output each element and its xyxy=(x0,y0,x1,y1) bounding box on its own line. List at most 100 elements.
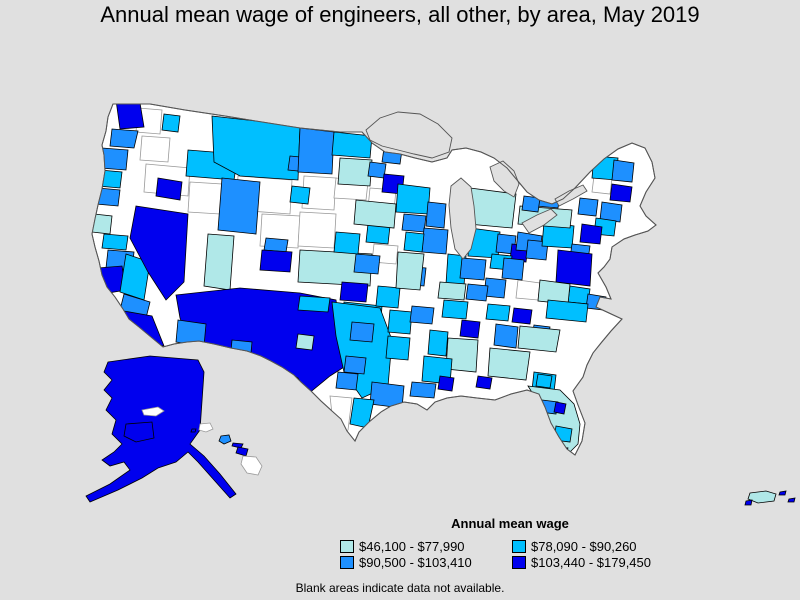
area-casper xyxy=(289,185,311,205)
footnote: Blank areas indicate data not available. xyxy=(295,581,505,595)
legend-item-1: $46,100 - $77,990 xyxy=(340,539,512,554)
area-georgia-s xyxy=(487,347,531,381)
area-louisville xyxy=(465,283,489,302)
area-memphis xyxy=(409,305,435,325)
area-olympia xyxy=(109,128,139,149)
legend-swatch-2 xyxy=(512,540,526,553)
legend-swatch-3 xyxy=(340,556,354,569)
area-spokane xyxy=(161,113,181,133)
legend-label-1: $46,100 - $77,990 xyxy=(359,539,465,554)
area-north-carolina xyxy=(545,299,589,323)
legend-item-2: $78,090 - $90,260 xyxy=(512,539,680,554)
area-shreveport xyxy=(385,335,411,361)
area-alaska xyxy=(85,355,237,503)
area-melbourne xyxy=(553,401,567,415)
area-chicago xyxy=(421,227,449,255)
area-salt-lake xyxy=(217,177,261,235)
lake-superior xyxy=(365,111,453,159)
legend-swatch-1 xyxy=(340,540,354,553)
area-wa-yakima xyxy=(139,135,171,163)
area-boise xyxy=(155,177,183,201)
area-puerto-rico xyxy=(747,490,777,504)
area-hampton-roads xyxy=(585,293,607,311)
area-big-island xyxy=(240,455,263,476)
area-wichita xyxy=(339,281,369,303)
area-mpls-ring xyxy=(367,161,387,179)
area-austin xyxy=(343,355,367,375)
area-illinois xyxy=(395,251,425,291)
area-kenai xyxy=(123,421,155,443)
area-redding xyxy=(101,233,129,251)
area-new-orleans xyxy=(437,375,455,392)
area-nashville xyxy=(441,299,469,320)
area-omaha xyxy=(333,231,361,255)
area-amarillo xyxy=(297,295,331,313)
area-nebraska xyxy=(297,211,337,249)
area-hartford xyxy=(599,201,623,223)
area-oahu xyxy=(218,434,232,445)
area-fargo xyxy=(331,131,373,159)
area-pr-islet-1 xyxy=(744,499,753,506)
area-charlotte xyxy=(511,307,533,325)
legend-grid: $46,100 - $77,990 $78,090 - $90,260 $90,… xyxy=(340,539,680,570)
area-san-antonio xyxy=(335,371,359,391)
area-south-florida xyxy=(553,425,573,443)
lake-erie xyxy=(521,208,558,234)
lake-michigan xyxy=(448,177,477,260)
area-seattle xyxy=(115,104,145,130)
area-fort-collins xyxy=(263,237,289,253)
area-corpus-christi xyxy=(349,397,375,429)
area-south-carolina xyxy=(517,325,561,353)
area-dallas-fort-worth xyxy=(349,321,375,343)
legend-title: Annual mean wage xyxy=(451,516,569,531)
area-knoxville xyxy=(485,303,511,322)
area-alaska-lake xyxy=(141,406,165,417)
area-albany xyxy=(577,197,599,217)
area-iowa xyxy=(353,199,397,229)
lake-ontario xyxy=(554,184,588,207)
area-rockford xyxy=(403,231,425,253)
legend-item-3: $90,500 - $103,410 xyxy=(340,555,512,570)
legend-swatch-4 xyxy=(512,556,526,569)
legend-label-4: $103,440 - $179,450 xyxy=(531,555,651,570)
area-boston xyxy=(609,183,633,203)
area-salem xyxy=(97,169,123,189)
area-new-york-city xyxy=(579,223,603,245)
alaska-hawaii-pr xyxy=(85,355,796,506)
area-utah-south xyxy=(203,233,235,291)
area-west-virginia xyxy=(515,279,541,301)
area-bismarck xyxy=(297,127,335,175)
legend-item-4: $103,440 - $179,450 xyxy=(512,555,680,570)
area-kentucky xyxy=(437,281,467,301)
area-st-cloud xyxy=(337,157,373,187)
page-title: Annual mean wage of engineers, all other… xyxy=(100,2,700,27)
area-tampa xyxy=(527,415,545,433)
legend-label-3: $90,500 - $103,410 xyxy=(359,555,472,570)
area-ozarks xyxy=(375,285,401,309)
area-pr-islet-2 xyxy=(778,490,787,496)
area-denver xyxy=(259,249,293,273)
area-washington-dc xyxy=(555,249,593,287)
area-nevada xyxy=(129,205,189,301)
legend: Annual mean wage $46,100 - $77,990 $78,0… xyxy=(340,516,680,570)
area-portland-me xyxy=(611,159,635,183)
area-kauai xyxy=(198,422,214,433)
area-indianapolis xyxy=(459,257,487,281)
area-atlanta xyxy=(493,323,519,349)
national-border xyxy=(91,103,657,456)
area-wisconsin xyxy=(395,183,431,215)
area-madison xyxy=(401,213,427,233)
area-houston xyxy=(369,381,405,409)
lake-huron xyxy=(489,160,520,198)
area-columbus xyxy=(501,257,525,281)
area-big-bend xyxy=(295,333,315,351)
area-idaho-2 xyxy=(187,181,223,215)
area-jackson-ms xyxy=(427,329,449,357)
area-little-rock xyxy=(387,309,413,335)
area-kansas-city xyxy=(353,253,381,275)
area-niihau xyxy=(190,428,197,433)
area-maui xyxy=(235,446,249,457)
great-lakes xyxy=(365,111,588,260)
